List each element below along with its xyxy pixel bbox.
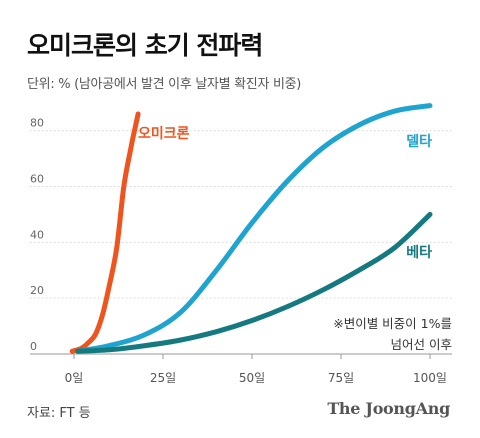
- series-line-delta: [75, 103, 433, 354]
- x-tick-label: 100일: [413, 371, 447, 385]
- y-tick-label: 0: [30, 340, 37, 353]
- chart-subtitle: 단위: % (남아공에서 발견 이후 날자별 확진자 비중): [27, 77, 302, 92]
- series-label-beta: 베타: [406, 245, 432, 261]
- series-line-beta: [75, 211, 433, 354]
- x-tick-label: 0일: [65, 371, 84, 385]
- source-note: 자료: FT 등: [27, 406, 91, 421]
- y-tick-label: 80: [30, 117, 44, 130]
- y-tick-label: 40: [30, 228, 44, 241]
- x-tick-label: 25일: [150, 371, 176, 385]
- y-tick-label: 60: [30, 173, 44, 186]
- y-tick-label: 20: [30, 284, 44, 297]
- series-label-delta: 델타: [406, 134, 432, 150]
- series-line-omicron: [69, 111, 141, 354]
- chart-title: 오미크론의 초기 전파력: [27, 31, 263, 60]
- annotation-note: ※변이별 비중이 1%를: [333, 316, 452, 331]
- series-label-omicron: 오미크론: [138, 126, 190, 142]
- brand-logo: The JoongAng: [327, 399, 450, 418]
- x-tick-label: 50일: [239, 371, 265, 385]
- x-tick-label: 75일: [328, 371, 354, 385]
- annotation-note: 넘어선 이후: [391, 337, 452, 352]
